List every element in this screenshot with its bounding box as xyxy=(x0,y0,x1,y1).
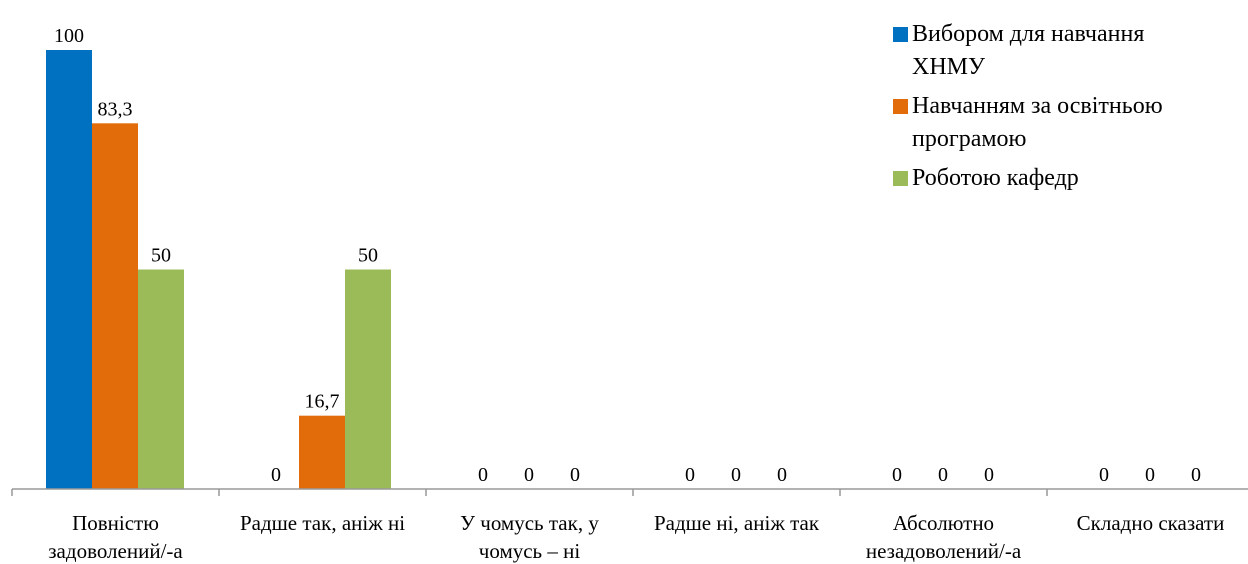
value-label-series-2-cat-2: 16,7 xyxy=(305,391,340,413)
category-label-3-line-2: чомусь – ні xyxy=(479,539,581,563)
bars-group xyxy=(46,50,391,490)
value-label-series-1-cat-5: 0 xyxy=(892,464,902,486)
category-label-4: Радше ні, аніж так xyxy=(654,511,820,535)
value-label-series-3-cat-4: 0 xyxy=(777,464,787,486)
value-label-series-1-cat-1: 100 xyxy=(54,25,84,47)
bar-series-1-cat-1 xyxy=(46,50,92,489)
value-label-series-2-cat-6: 0 xyxy=(1145,464,1155,486)
value-label-series-1-cat-4: 0 xyxy=(685,464,695,486)
category-label-3-line-1: У чомусь так, у xyxy=(460,511,599,535)
category-labels-group: Повністю задоволений/-а Радше так, аніж ні… xyxy=(48,511,1224,563)
category-label-5-line-1: Абсолютно xyxy=(893,511,994,535)
legend-label-series-2: Навчанням за освітньою програмою xyxy=(912,93,1163,152)
legend-label-series-3: Роботою кафедр xyxy=(912,165,1079,191)
legend-item-series-3: Роботою кафедр xyxy=(893,162,1243,195)
value-label-series-3-cat-2: 50 xyxy=(358,245,378,267)
legend-item-series-2: Навчанням за освітньою програмою xyxy=(893,90,1243,156)
legend-label-series-1: Вибором для навчання ХНМУ xyxy=(912,21,1145,80)
value-label-series-3-cat-1: 50 xyxy=(151,245,171,267)
value-labels-group: 100 83,3 50 0 16,7 50 0 0 0 0 0 0 0 0 0 0 0 0 xyxy=(54,25,1201,486)
value-label-series-1-cat-2: 0 xyxy=(271,464,281,486)
value-label-series-3-cat-6: 0 xyxy=(1191,464,1201,486)
legend-swatch-series-2 xyxy=(893,99,908,114)
category-label-1-line-1: Повністю xyxy=(72,511,159,535)
value-label-series-2-cat-1: 83,3 xyxy=(98,98,133,120)
value-label-series-2-cat-5: 0 xyxy=(938,464,948,486)
bar-series-2-cat-1 xyxy=(92,123,138,490)
category-label-6: Складно сказати xyxy=(1077,511,1225,535)
value-label-series-2-cat-3: 0 xyxy=(524,464,534,486)
bar-series-3-cat-2 xyxy=(345,269,391,489)
legend-swatch-series-3 xyxy=(893,171,908,186)
value-label-series-1-cat-3: 0 xyxy=(478,464,488,486)
legend-item-series-1: Вибором для навчання ХНМУ xyxy=(893,18,1243,84)
value-label-series-3-cat-3: 0 xyxy=(570,464,580,486)
x-axis-ticks xyxy=(11,489,1048,496)
category-label-5-line-2: незадоволений/-а xyxy=(866,539,1022,563)
value-label-series-2-cat-4: 0 xyxy=(731,464,741,486)
category-label-1-line-2: задоволений/-а xyxy=(48,539,183,563)
value-label-series-1-cat-6: 0 xyxy=(1099,464,1109,486)
category-label-2: Радше так, аніж ні xyxy=(240,511,405,535)
bar-series-2-cat-2 xyxy=(299,415,345,489)
value-label-series-3-cat-5: 0 xyxy=(984,464,994,486)
legend-swatch-series-1 xyxy=(893,27,908,42)
bar-series-3-cat-1 xyxy=(138,269,184,489)
legend: Вибором для навчання ХНМУ Навчанням за о… xyxy=(893,18,1243,201)
